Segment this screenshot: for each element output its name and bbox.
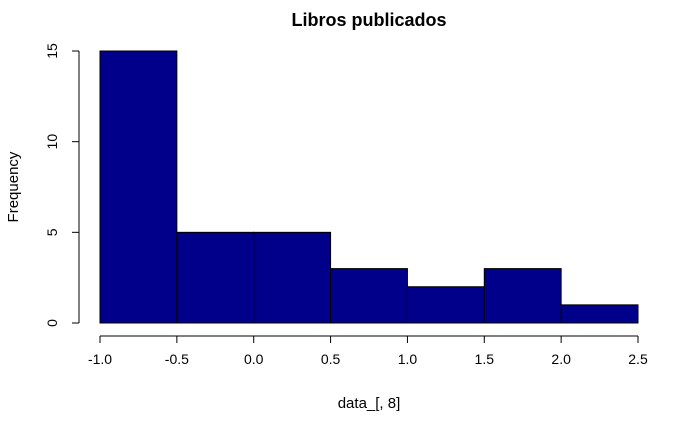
x-tick-label-4: 1.0 bbox=[398, 351, 418, 367]
histogram-bar-4 bbox=[406, 286, 485, 324]
x-axis-label: data_[, 8] bbox=[338, 395, 401, 412]
x-tick-label-5: 1.5 bbox=[475, 351, 495, 367]
histogram-bar-6 bbox=[560, 304, 639, 324]
histogram-bar-3 bbox=[330, 268, 408, 324]
y-axis-label: Frequency bbox=[5, 151, 22, 222]
y-axis: 0 5 10 15 bbox=[44, 43, 80, 327]
x-axis: -1.0 -0.5 0.0 0.5 1.0 1.5 2.0 2.5 bbox=[88, 335, 648, 367]
y-tick-label-2: 10 bbox=[44, 134, 60, 150]
histogram-bar-0 bbox=[99, 50, 178, 324]
histogram-bar-2 bbox=[253, 231, 332, 324]
x-tick-label-0: -1.0 bbox=[88, 351, 112, 367]
x-tick-label-7: 2.5 bbox=[628, 351, 648, 367]
histogram-bar-1 bbox=[176, 231, 255, 324]
bars-group bbox=[99, 50, 639, 324]
histogram-bar-5 bbox=[483, 268, 562, 324]
y-tick-label-0: 0 bbox=[44, 319, 60, 327]
x-tick-label-3: 0.5 bbox=[321, 351, 341, 367]
x-tick-label-6: 2.0 bbox=[551, 351, 571, 367]
x-tick-label-1: -0.5 bbox=[165, 351, 189, 367]
y-tick-label-3: 15 bbox=[44, 43, 60, 59]
chart-title: Libros publicados bbox=[291, 10, 446, 30]
x-tick-label-2: 0.0 bbox=[244, 351, 264, 367]
y-tick-label-1: 5 bbox=[44, 228, 60, 236]
